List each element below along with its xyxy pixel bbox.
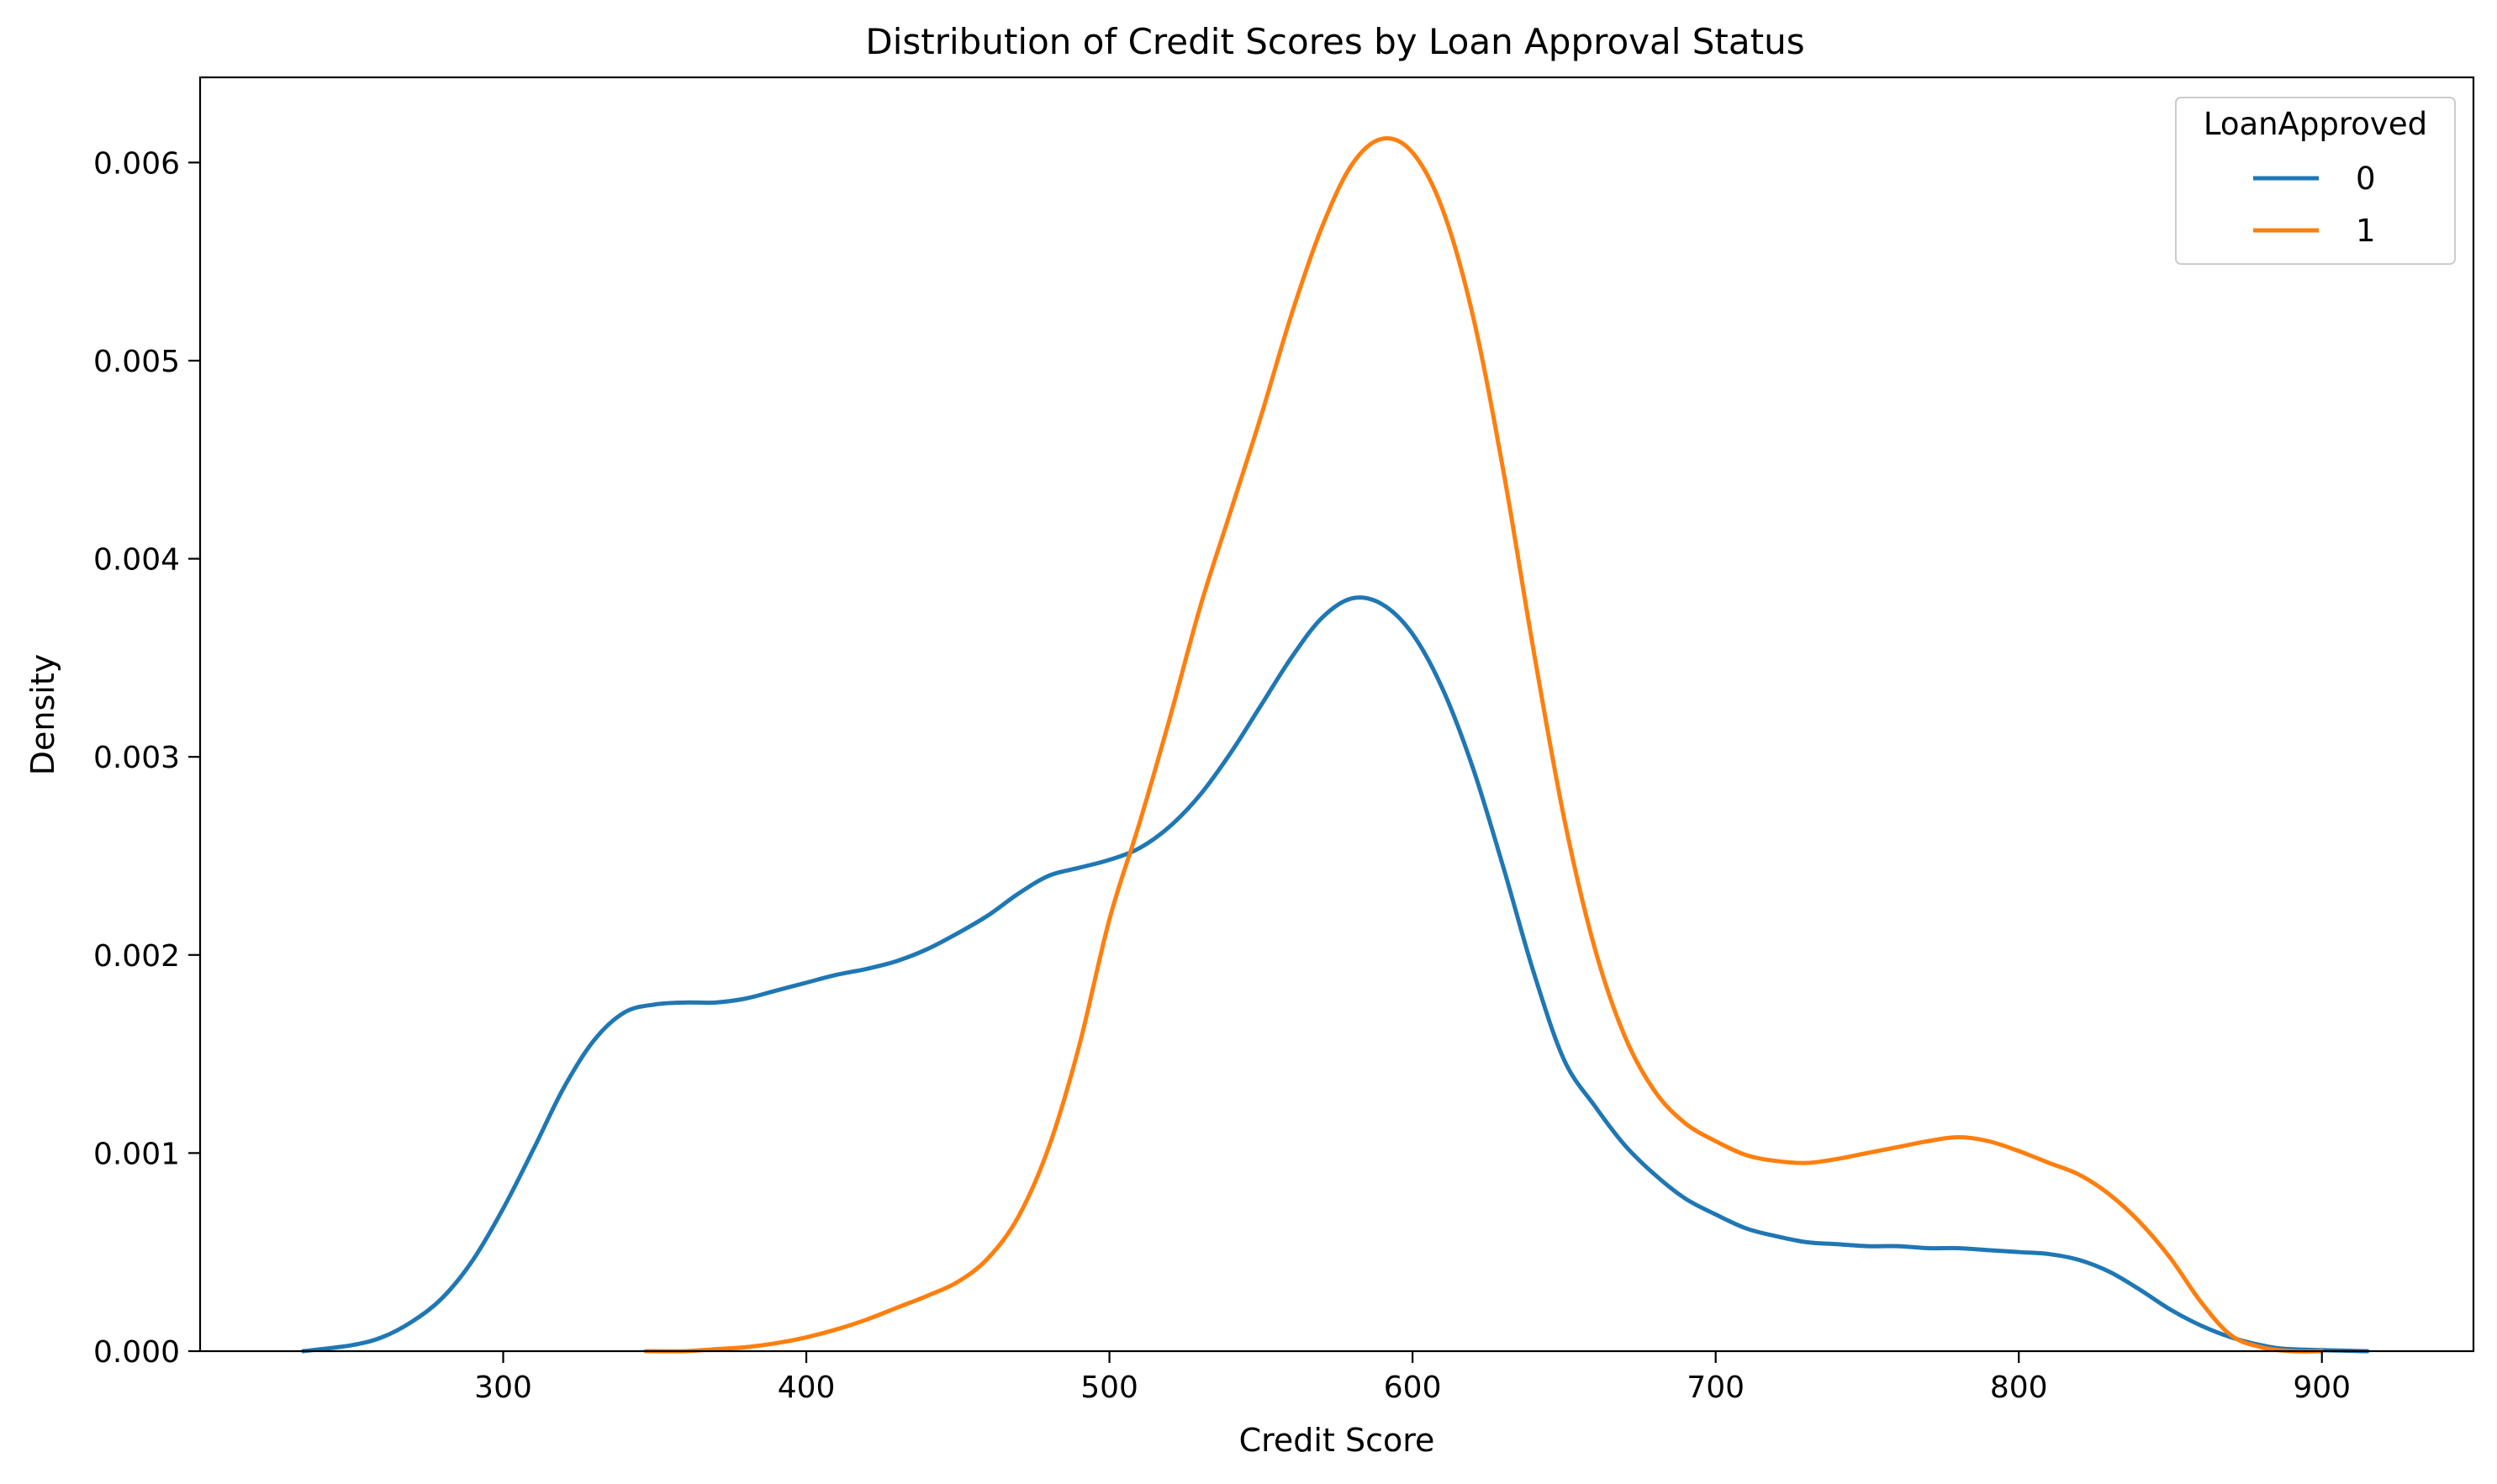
y-tick-label: 0.006 bbox=[93, 146, 180, 181]
x-tick-label: 500 bbox=[1080, 1370, 1138, 1405]
series-line-1 bbox=[643, 135, 2325, 1354]
x-tick-label: 300 bbox=[474, 1370, 532, 1405]
x-tick-label: 600 bbox=[1384, 1370, 1442, 1405]
legend-label-0: 0 bbox=[2356, 161, 2376, 197]
series-layer bbox=[301, 135, 2370, 1354]
plot-frame bbox=[198, 76, 2475, 1353]
y-tick-label: 0.004 bbox=[93, 543, 180, 578]
chart-title: Distribution of Credit Scores by Loan Ap… bbox=[865, 21, 1804, 62]
legend-box bbox=[2175, 97, 2456, 265]
legend-label-1: 1 bbox=[2356, 213, 2376, 249]
series-line-0 bbox=[301, 595, 2370, 1354]
x-axis-label: Credit Score bbox=[1239, 1422, 1435, 1459]
y-tick-label: 0.005 bbox=[93, 345, 180, 379]
y-tick-label: 0.000 bbox=[93, 1335, 180, 1370]
x-tick-label: 900 bbox=[2293, 1370, 2351, 1405]
y-tick-label: 0.001 bbox=[93, 1137, 180, 1171]
y-tick-label: 0.003 bbox=[93, 741, 180, 775]
x-tick-label: 400 bbox=[778, 1370, 836, 1405]
legend: LoanApproved 0 1 bbox=[2175, 97, 2456, 265]
x-axis-ticks: 300 400 500 600 700 800 900 bbox=[474, 1351, 2351, 1405]
legend-title: LoanApproved bbox=[2204, 106, 2427, 142]
x-tick-label: 800 bbox=[1990, 1370, 2048, 1405]
y-axis-label: Density bbox=[24, 654, 61, 775]
y-axis-ticks: 0.000 0.001 0.002 0.003 0.004 0.005 0.006 bbox=[93, 146, 200, 1370]
y-tick-label: 0.002 bbox=[93, 939, 180, 974]
x-tick-label: 700 bbox=[1687, 1370, 1745, 1405]
